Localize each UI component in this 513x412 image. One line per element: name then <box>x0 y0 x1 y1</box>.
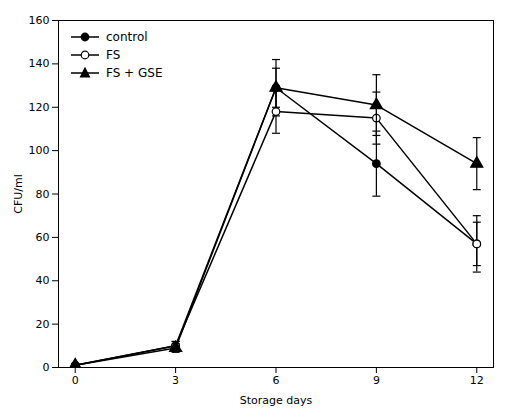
svg-text:CFU/ml: CFU/ml <box>12 174 25 214</box>
html-text:control: control <box>106 30 148 44</box>
svg-text:160: 160 <box>29 14 50 27</box>
html-text:FS: FS <box>106 48 121 62</box>
svg-text:Storage days: Storage days <box>240 394 313 407</box>
html-text:FS + GSE: FS + GSE <box>106 66 163 80</box>
svg-text:60: 60 <box>36 231 50 244</box>
svg-text:0: 0 <box>43 361 50 374</box>
svg-text:100: 100 <box>29 144 50 157</box>
svg-text:12: 12 <box>470 374 484 387</box>
svg-text:9: 9 <box>373 374 380 387</box>
svg-text:120: 120 <box>29 101 50 114</box>
svg-text:0: 0 <box>72 374 79 387</box>
svg-text:80: 80 <box>36 188 50 201</box>
svg-text:140: 140 <box>29 57 50 70</box>
svg-text:20: 20 <box>36 318 50 331</box>
svg-text:3: 3 <box>172 374 179 387</box>
svg-text:40: 40 <box>36 274 50 287</box>
svg-text:6: 6 <box>273 374 280 387</box>
